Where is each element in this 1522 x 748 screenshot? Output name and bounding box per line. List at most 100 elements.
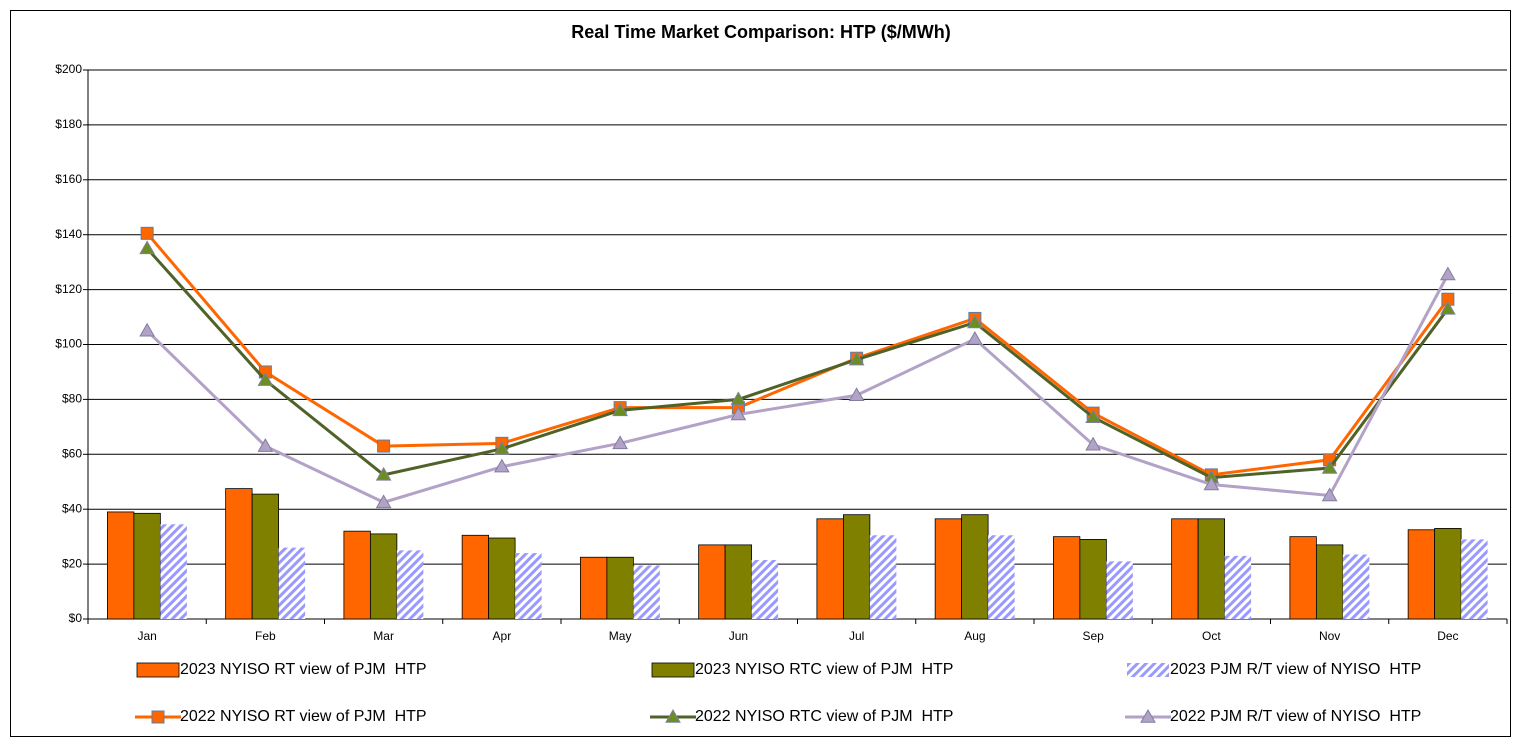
y-tick-label: $120 [55,282,82,296]
legend-label: 2022 PJM R/T view of NYISO HTP [1170,708,1421,725]
line-marker [257,372,274,386]
y-tick-label: $160 [55,172,82,186]
legend-label: 2023 PJM R/T view of NYISO HTP [1170,661,1421,678]
bar [1106,561,1133,619]
line-marker [1440,266,1456,281]
line-marker [612,402,628,417]
y-tick-label: $0 [69,611,83,625]
bar [842,514,871,620]
y-tick-label: $100 [55,337,82,351]
line-marker [848,351,865,366]
bar [133,512,161,620]
x-tick-label: Apr [493,629,512,643]
line-marker [375,466,392,481]
y-tick-label: $180 [55,117,82,131]
x-tick-label: Nov [1319,629,1340,643]
line-marker [139,322,155,337]
bar [1197,518,1226,620]
bar [106,511,135,620]
line-marker [1321,460,1338,474]
y-tick-label: $200 [55,62,82,76]
x-tick-label: Jun [729,629,748,643]
line [146,273,1450,504]
legend-marker [665,708,681,723]
bar [633,565,660,619]
line-marker [730,391,747,406]
bar [1079,538,1107,620]
line-marker [1440,300,1456,315]
legend-label: 2023 NYISO RT view of PJM HTP [180,661,427,678]
bar [1171,518,1199,620]
bar [1342,554,1370,619]
bar [369,533,398,620]
line-marker [377,439,391,453]
line-marker [848,387,865,402]
bar [278,547,306,619]
line-marker [257,438,274,452]
bar [461,534,490,620]
legend-label: 2022 NYISO RTC view of PJM HTP [695,708,953,725]
y-tick-label: $80 [62,392,82,406]
bar [1224,555,1252,619]
bar [160,524,187,619]
bar [251,493,280,620]
bar [1461,539,1488,619]
x-tick-label: Sep [1082,629,1104,643]
line-marker [967,331,983,345]
bar [515,553,542,619]
bar [1052,536,1081,620]
line-marker [494,458,510,473]
bar [869,535,897,619]
bar [579,556,608,620]
line-marker [494,440,510,455]
chart-border [10,10,1511,737]
line-marker [139,240,155,255]
line-marker [612,435,628,450]
bar [698,544,726,620]
legend-swatch [651,662,695,678]
legend-swatch [1127,663,1169,677]
y-tick-label: $40 [62,501,82,515]
line [146,247,1450,480]
y-tick-label: $60 [62,446,82,460]
x-tick-label: May [609,629,632,643]
x-tick-label: Jan [137,629,156,643]
legend-marker [1140,708,1156,723]
bar [724,544,753,620]
line-marker [1321,487,1338,502]
line-marker [375,494,392,509]
line-marker [967,314,983,329]
x-tick-label: Mar [373,629,394,643]
bar [816,518,844,620]
bar [343,530,371,620]
bar [606,556,634,620]
line-marker [1203,476,1220,491]
line [145,232,1450,477]
y-tick-label: $20 [62,556,82,570]
bar [1434,528,1462,620]
bar [1289,536,1317,620]
x-tick-label: Dec [1437,629,1458,643]
bar [961,514,989,620]
bar [225,488,253,620]
legend-swatch [136,662,180,678]
chart-title: Real Time Market Comparison: HTP ($/MWh) [571,22,950,42]
y-tick-label: $140 [55,227,82,241]
line-marker [1085,436,1101,451]
x-tick-label: Feb [255,629,276,643]
line-marker [730,406,747,421]
bar [1315,544,1344,620]
bar [396,550,424,619]
legend-label: 2023 NYISO RTC view of PJM HTP [695,661,953,678]
bar [934,518,963,620]
line-marker [1085,409,1101,423]
bar [988,535,1015,619]
bar [488,537,516,620]
x-tick-label: Oct [1202,629,1221,643]
bar [1407,529,1436,620]
legend-marker [151,710,165,724]
legend-label: 2022 NYISO RT view of PJM HTP [180,708,427,725]
x-tick-label: Aug [964,629,985,643]
bar [751,559,779,619]
